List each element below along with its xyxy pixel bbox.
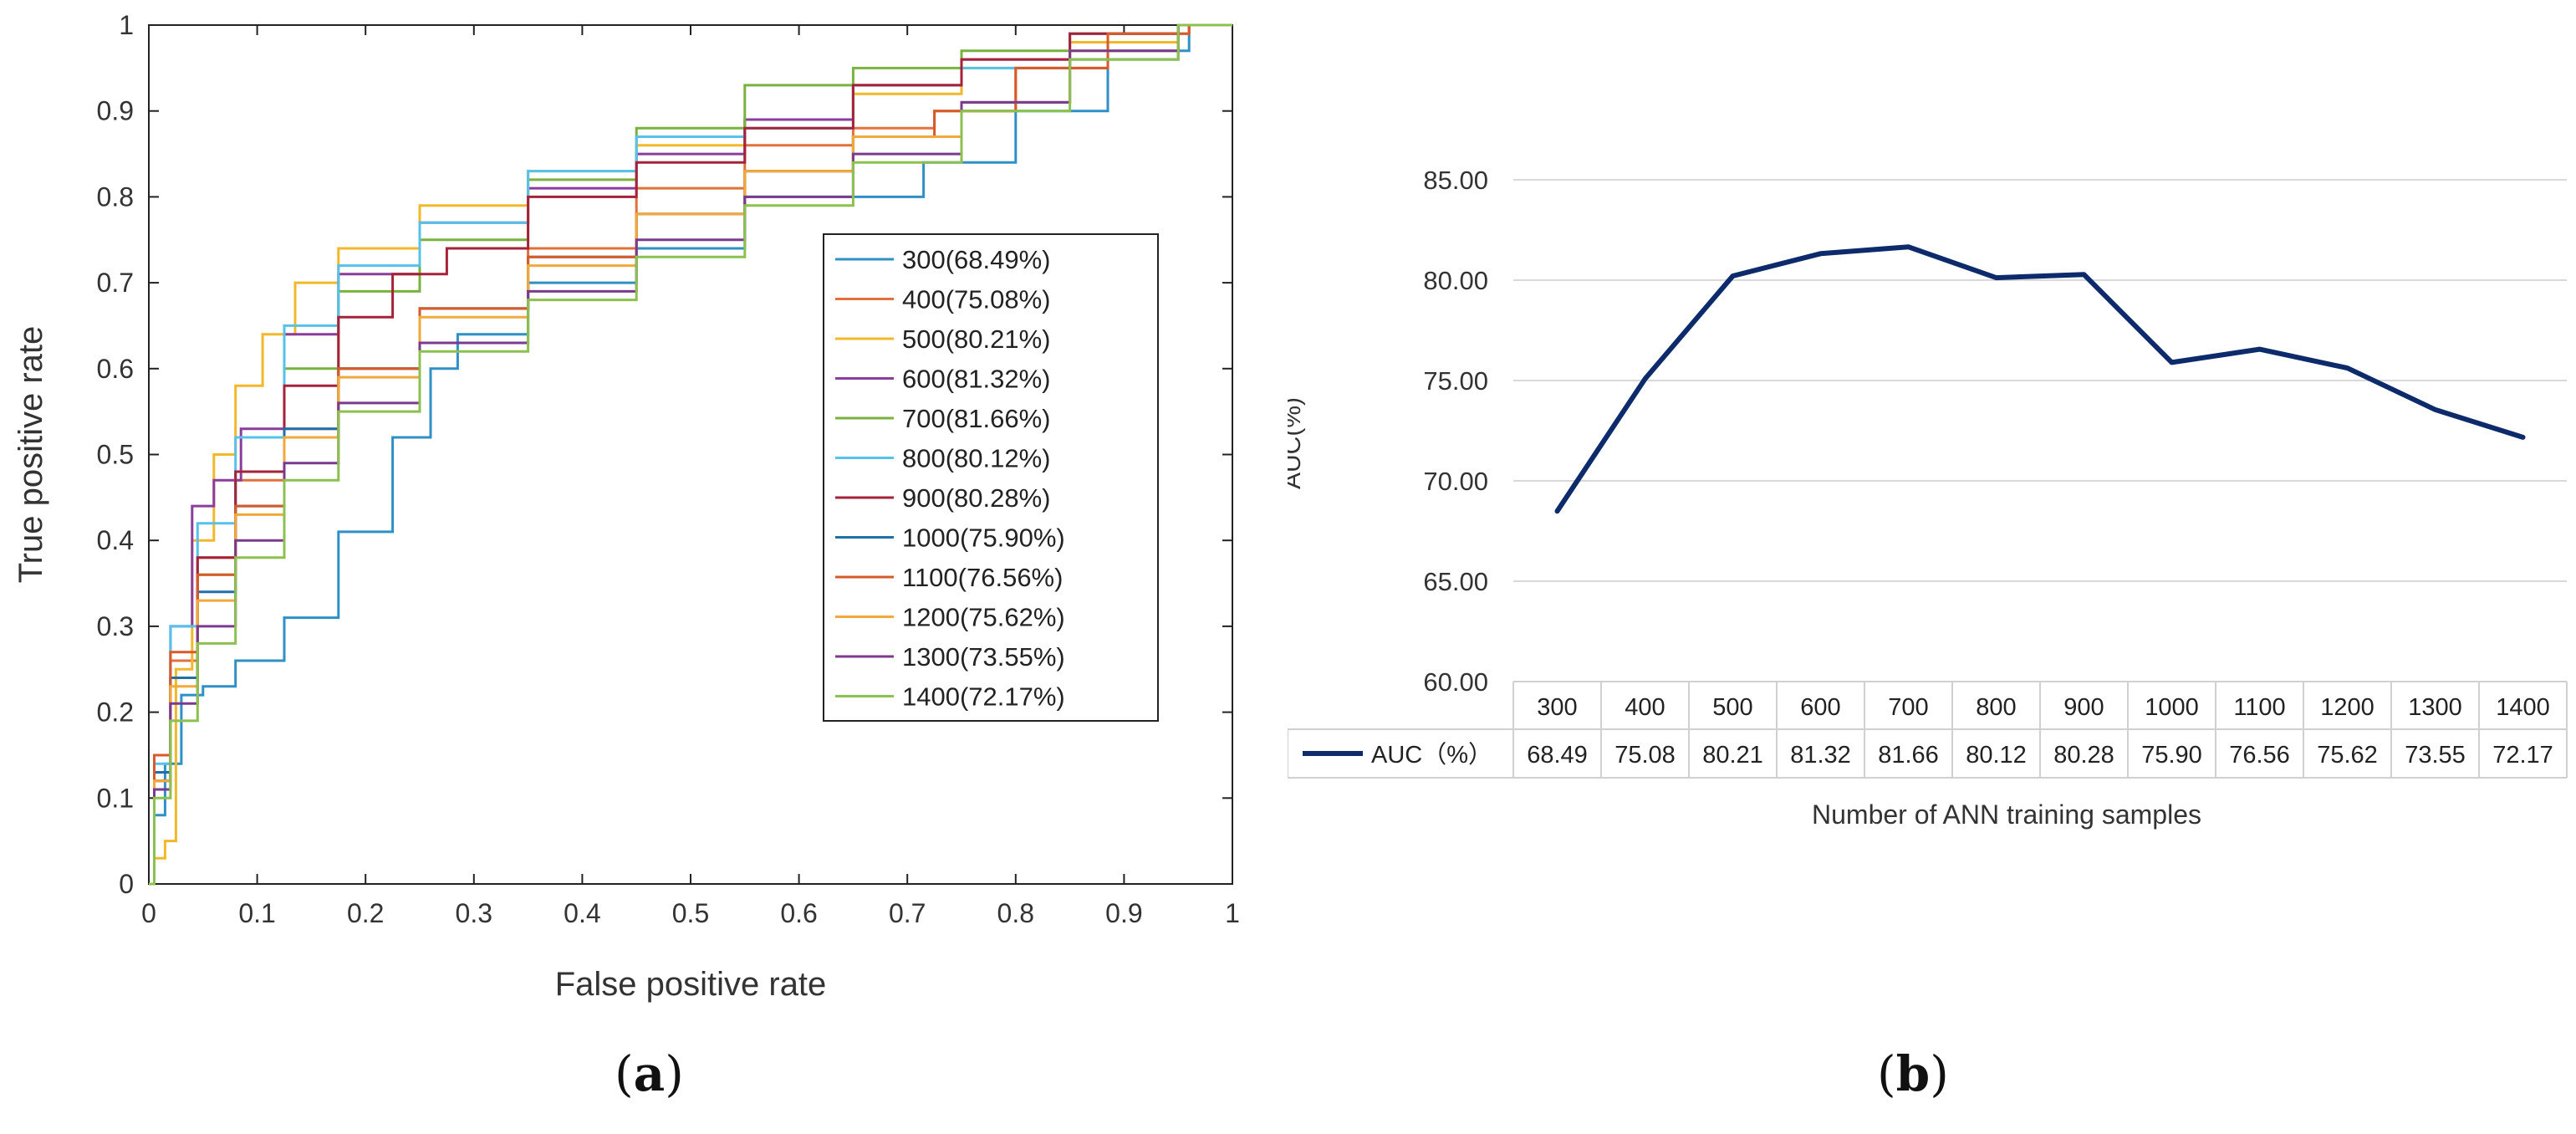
roc-chart: 0 0.1 0.2 0.3 0.4 0.5 0.6 0.7 0.8 0.9 1 0 0.1 0.2 0.3 0… [13, 10, 1240, 1003]
roc-legend-label: 1100(76.56%) [902, 563, 1063, 592]
auc-value-label: 76.56 [2229, 742, 2290, 769]
auc-category-label: 1400 [2496, 694, 2550, 721]
roc-y-tick-label: 0.9 [97, 96, 134, 126]
roc-legend [823, 233, 1159, 722]
roc-legend-label: 900(80.28%) [902, 483, 1051, 513]
auc-chart: 60.00 65.00 70.00 75.00 80.00 85.00 AUC(%) 300 6… [1288, 166, 2568, 830]
auc-y-tick-label: 65.00 [1423, 567, 1488, 596]
auc-category-label: 300 [1537, 694, 1577, 721]
auc-y-tick-label: 75.00 [1423, 366, 1488, 396]
auc-category-label: 600 [1800, 694, 1840, 721]
roc-y-tick-label: 0.3 [97, 611, 134, 641]
roc-x-tick-label: 0.8 [997, 898, 1034, 928]
auc-y-tick-label: 60.00 [1423, 667, 1488, 697]
roc-y-tick-label: 0.7 [97, 268, 134, 298]
auc-category-label: 800 [1976, 694, 2016, 721]
roc-x-tick-label: 1 [1225, 898, 1240, 928]
roc-y-tick-label: 0.1 [97, 783, 134, 813]
roc-x-tick-label: 0.9 [1105, 898, 1142, 928]
auc-value-label: 73.55 [2405, 742, 2466, 769]
roc-curve-11 [149, 23, 1232, 886]
auc-category-label: 1000 [2145, 694, 2199, 721]
auc-value-label: 81.66 [1878, 742, 1939, 769]
roc-legend-label: 500(80.21%) [902, 324, 1051, 354]
roc-legend-label: 600(81.32%) [902, 365, 1051, 394]
auc-value-label: 80.12 [1966, 742, 2027, 769]
auc-y-axis-label: AUC(%) [1288, 397, 1306, 489]
auc-value-label: 75.08 [1614, 742, 1676, 769]
roc-x-axis-label: False positive rate [555, 966, 827, 1003]
roc-x-tick-label: 0 [141, 898, 156, 928]
auc-category-label: 1100 [2233, 694, 2285, 721]
roc-legend-label: 700(81.66%) [902, 404, 1051, 433]
auc-category-label: 900 [2063, 694, 2104, 721]
panel-label-a: (a) [615, 1045, 684, 1102]
roc-legend-label: 1000(75.90%) [902, 524, 1065, 553]
auc-value-label: 80.21 [1702, 742, 1763, 769]
panel-label-b: (b) [1877, 1045, 1949, 1102]
roc-legend-label: 1200(75.62%) [902, 603, 1065, 632]
roc-x-tick-label: 0.5 [672, 898, 709, 928]
roc-y-tick-label: 0.4 [97, 525, 134, 555]
roc-y-tick-label: 0.8 [97, 181, 134, 212]
roc-curve-0 [149, 23, 1232, 886]
roc-y-tick-label: 0 [119, 869, 134, 899]
roc-legend-label: 800(80.12%) [902, 444, 1051, 473]
roc-y-tick-label: 0.2 [97, 697, 134, 728]
auc-category-label: 700 [1888, 694, 1928, 721]
auc-value-label: 75.62 [2317, 742, 2378, 769]
roc-y-axis-label: True positive rate [13, 326, 49, 584]
roc-legend-label: 400(75.08%) [902, 285, 1051, 314]
roc-x-tick-label: 0.4 [564, 898, 600, 928]
roc-legend-label: 1400(72.17%) [902, 682, 1065, 712]
auc-y-tick-label: 70.00 [1423, 467, 1488, 496]
auc-value-label: 68.49 [1527, 742, 1588, 769]
roc-x-tick-label: 0.6 [780, 898, 817, 928]
roc-x-tick-label: 0.1 [238, 898, 275, 928]
roc-y-tick-label: 0.5 [97, 440, 134, 470]
auc-value-label: 72.17 [2492, 742, 2553, 769]
auc-series-line [1554, 244, 2526, 514]
auc-category-label: 400 [1625, 694, 1665, 721]
auc-category-label: 1300 [2408, 694, 2462, 721]
roc-y-tick-label: 1 [119, 10, 134, 40]
auc-value-label: 80.28 [2053, 742, 2114, 769]
roc-legend-label: 300(68.49%) [902, 245, 1051, 274]
auc-category-label: 500 [1712, 694, 1752, 721]
roc-y-tick-label: 0.6 [97, 354, 134, 384]
roc-x-tick-label: 0.3 [456, 898, 492, 928]
roc-legend-label: 1300(73.55%) [902, 642, 1065, 672]
auc-legend-label: AUC（%） [1371, 742, 1492, 769]
auc-value-label: 75.90 [2141, 742, 2202, 769]
roc-x-tick-label: 0.7 [889, 898, 926, 928]
auc-x-axis-label: Number of ANN training samples [1812, 799, 2201, 830]
auc-category-label: 1200 [2320, 694, 2375, 721]
auc-y-tick-label: 85.00 [1423, 166, 1488, 195]
auc-value-label: 81.32 [1790, 742, 1851, 769]
roc-x-tick-label: 0.2 [347, 898, 384, 928]
auc-y-tick-label: 80.00 [1423, 266, 1488, 295]
